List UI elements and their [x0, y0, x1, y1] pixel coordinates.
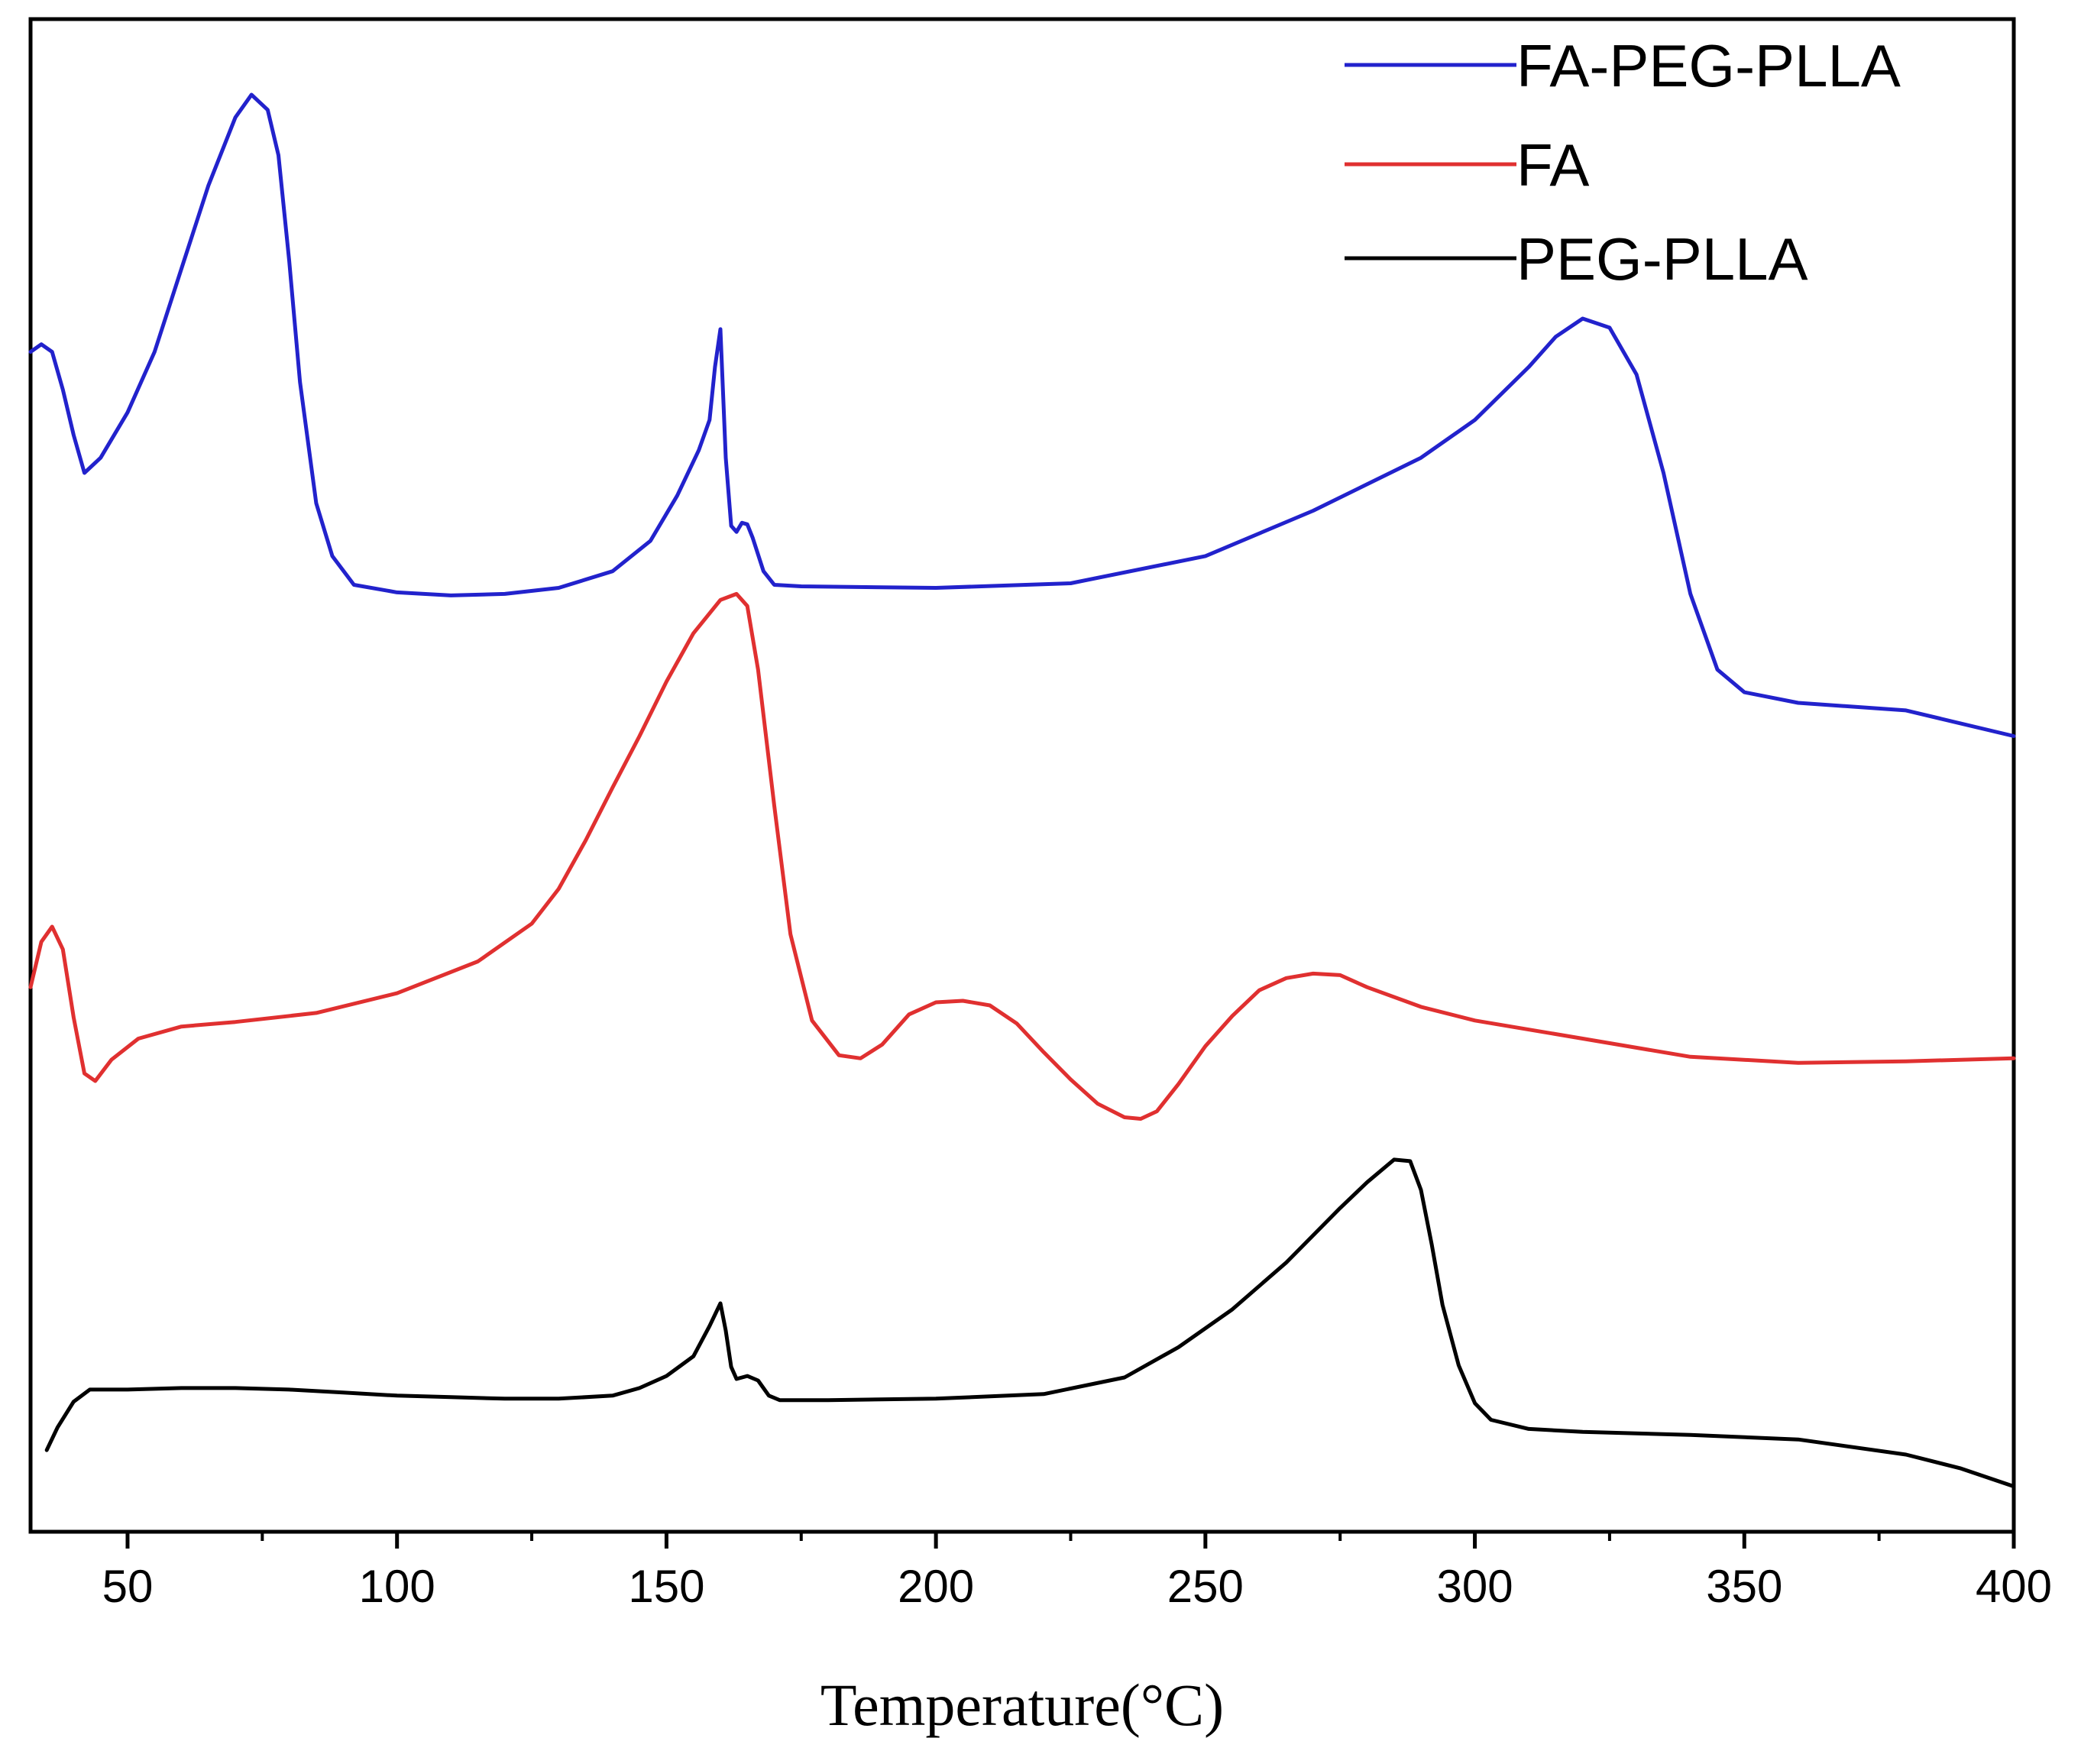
x-tick-label: 350 [1706, 1561, 1782, 1612]
series-layer [28, 92, 2016, 1489]
x-tick-label: 200 [898, 1561, 974, 1612]
x-axis-tick-labels: 50 100 150 200 250 300 350 400 [102, 1561, 2052, 1612]
x-tick-label: 50 [102, 1561, 154, 1612]
x-tick-label: 400 [1976, 1561, 2052, 1612]
x-axis-title: Temperature(°C) [820, 1672, 1224, 1738]
plot-frame [28, 17, 2016, 1534]
legend-label: PEG-PLLA [1516, 225, 1808, 293]
series-line-peg-plla [44, 1157, 2016, 1489]
series-line-fa-peg-plla [28, 92, 2016, 738]
x-tick-label: 250 [1167, 1561, 1244, 1612]
legend-label: FA-PEG-PLLA [1516, 32, 1901, 99]
x-axis-ticks [125, 1532, 2016, 1549]
legend: FA-PEG-PLLA FA PEG-PLLA [1345, 32, 1901, 293]
legend-label: FA [1516, 131, 1589, 199]
x-tick-label: 100 [359, 1561, 435, 1612]
series-line-fa [28, 591, 2016, 1121]
x-tick-label: 300 [1437, 1561, 1513, 1612]
x-tick-label: 150 [628, 1561, 704, 1612]
